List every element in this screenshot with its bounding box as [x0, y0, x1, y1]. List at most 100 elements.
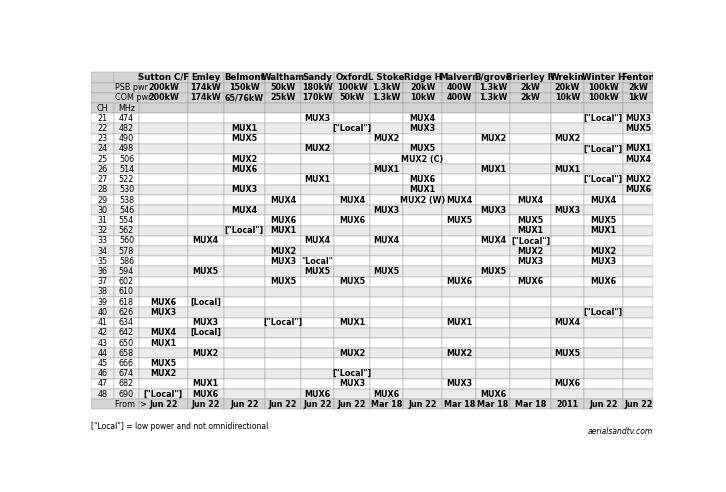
Bar [301, 144, 334, 154]
Bar [265, 195, 301, 205]
Bar [334, 358, 370, 369]
Text: 22: 22 [97, 124, 107, 133]
Bar [476, 144, 510, 154]
Bar [584, 348, 623, 358]
Text: MUX4: MUX4 [625, 154, 651, 164]
Text: MUX1: MUX1 [518, 226, 544, 235]
Text: MUX4: MUX4 [232, 206, 258, 215]
Bar [584, 338, 623, 348]
Bar [623, 225, 653, 236]
Text: Oxford: Oxford [335, 73, 369, 82]
Text: 40: 40 [97, 308, 107, 317]
Text: 43: 43 [97, 338, 107, 347]
Bar [187, 225, 224, 236]
Bar [334, 236, 370, 246]
Text: 522: 522 [119, 175, 134, 184]
Text: MUX6: MUX6 [518, 277, 544, 286]
Text: MUX5: MUX5 [150, 359, 176, 368]
Bar [224, 369, 265, 379]
Bar [403, 399, 442, 409]
Bar [334, 348, 370, 358]
Bar [551, 287, 584, 297]
Bar [370, 215, 403, 225]
Text: From  >: From > [115, 400, 147, 409]
Bar [334, 338, 370, 348]
Bar [91, 72, 114, 83]
Text: Emley: Emley [191, 73, 220, 82]
Text: MUX1: MUX1 [305, 175, 330, 184]
Bar [476, 267, 510, 277]
Bar [510, 144, 551, 154]
Text: 2011: 2011 [556, 400, 579, 409]
Text: MUX3: MUX3 [518, 257, 544, 266]
Bar [370, 134, 403, 144]
Text: [Local]: [Local] [190, 328, 221, 338]
Bar [187, 348, 224, 358]
Bar [91, 154, 114, 164]
Bar [139, 123, 187, 134]
Text: 506: 506 [119, 154, 134, 164]
Bar [476, 236, 510, 246]
Bar [623, 308, 653, 317]
Bar [139, 297, 187, 308]
Text: 100kW: 100kW [337, 83, 367, 92]
Text: 150kW: 150kW [229, 83, 260, 92]
Bar [510, 317, 551, 328]
Bar [510, 164, 551, 175]
Bar [91, 338, 114, 348]
Bar [224, 236, 265, 246]
Bar [114, 175, 139, 184]
Text: B/grove: B/grove [474, 73, 512, 82]
Text: MHz: MHz [118, 103, 135, 113]
Bar [510, 92, 551, 103]
Text: MUX2 (W): MUX2 (W) [400, 195, 445, 205]
Bar [476, 389, 510, 399]
Bar [370, 123, 403, 134]
Bar [476, 83, 510, 92]
Bar [551, 358, 584, 369]
Bar [551, 175, 584, 184]
Bar [442, 308, 476, 317]
Text: 562: 562 [119, 226, 134, 235]
Text: 2kW: 2kW [521, 93, 541, 102]
Text: MUX3: MUX3 [625, 114, 651, 123]
Bar [476, 113, 510, 123]
Bar [551, 205, 584, 215]
Bar [623, 184, 653, 195]
Text: MUX1: MUX1 [150, 338, 176, 347]
Bar [510, 134, 551, 144]
Text: MUX2 (C): MUX2 (C) [401, 154, 444, 164]
Bar [442, 297, 476, 308]
Bar [623, 134, 653, 144]
Text: ["Local"]: ["Local"] [584, 145, 623, 154]
Bar [510, 358, 551, 369]
Bar [139, 236, 187, 246]
Bar [301, 175, 334, 184]
Bar [224, 277, 265, 287]
Bar [187, 308, 224, 317]
Bar [584, 175, 623, 184]
Bar [139, 287, 187, 297]
Text: 498: 498 [119, 145, 134, 154]
Bar [187, 123, 224, 134]
Text: 25: 25 [97, 154, 107, 164]
Text: 174kW: 174kW [190, 93, 221, 102]
Bar [265, 154, 301, 164]
Text: MUX3: MUX3 [270, 257, 296, 266]
Bar [301, 246, 334, 256]
Bar [224, 164, 265, 175]
Bar [114, 389, 139, 399]
Text: 65/76kW: 65/76kW [225, 93, 264, 102]
Bar [265, 328, 301, 338]
Bar [584, 72, 623, 83]
Bar [584, 215, 623, 225]
Bar [224, 103, 265, 113]
Bar [187, 358, 224, 369]
Bar [510, 113, 551, 123]
Bar [91, 358, 114, 369]
Text: 174kW: 174kW [190, 83, 221, 92]
Text: Ridge H: Ridge H [404, 73, 441, 82]
Text: 10kW: 10kW [555, 93, 580, 102]
Bar [442, 72, 476, 83]
Bar [584, 83, 623, 92]
